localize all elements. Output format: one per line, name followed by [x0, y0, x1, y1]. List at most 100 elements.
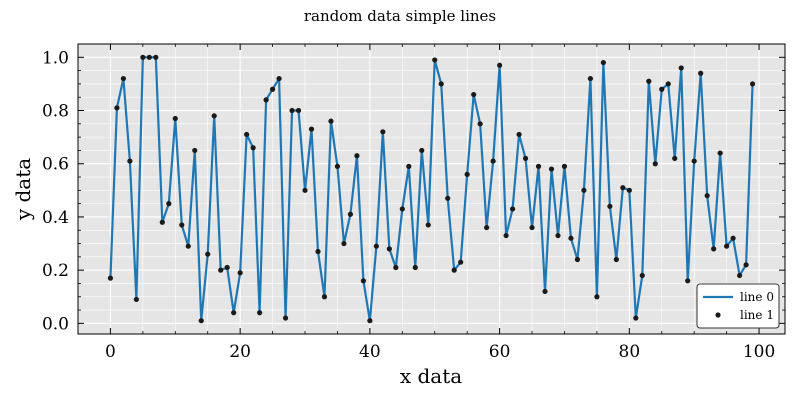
data-point: [542, 288, 548, 295]
data-point: [704, 193, 710, 199]
data-point: [529, 224, 535, 231]
data-point: [464, 171, 470, 177]
data-point: [626, 187, 632, 193]
data-point: [328, 118, 334, 124]
data-point: [652, 161, 658, 167]
data-point: [133, 296, 139, 303]
data-point: [308, 126, 315, 132]
data-point: [633, 315, 639, 321]
data-point: [386, 246, 392, 252]
data-point: [711, 246, 717, 252]
data-point: [574, 256, 581, 263]
data-point: [678, 65, 684, 71]
data-point: [263, 97, 269, 103]
data-point: [451, 267, 457, 273]
data-point: [211, 113, 217, 119]
x-tick-label: 100: [743, 342, 775, 362]
y-tick-label: 0.4: [42, 208, 69, 228]
data-point: [276, 75, 282, 82]
data-point: [587, 75, 594, 82]
data-point: [114, 105, 120, 111]
x-axis-label: x data: [400, 364, 462, 388]
data-point: [172, 115, 178, 122]
data-point: [646, 78, 652, 84]
series-line-0: [109, 56, 754, 322]
y-tick-label: 0.2: [42, 261, 69, 281]
legend-label-line-1: line 1: [740, 308, 774, 322]
x-tick-label: 20: [229, 342, 251, 362]
y-tick-label: 0.6: [42, 155, 69, 175]
data-point: [218, 267, 224, 273]
x-tick-label: 60: [489, 342, 511, 362]
data-point: [257, 310, 263, 316]
data-point: [360, 278, 366, 284]
data-point: [477, 121, 483, 127]
data-point: [607, 203, 613, 209]
data-point: [282, 315, 289, 321]
data-point: [107, 275, 114, 281]
data-point: [347, 211, 354, 217]
data-point: [406, 163, 412, 169]
data-point: [490, 158, 496, 164]
data-point: [691, 158, 697, 164]
data-point: [672, 155, 678, 162]
data-point: [568, 235, 574, 241]
data-point: [198, 318, 204, 324]
legend-label-line-0: line 0: [740, 290, 774, 304]
series-layer: [107, 54, 756, 324]
data-point: [561, 163, 568, 169]
data-point: [736, 272, 743, 279]
data-point: [120, 75, 127, 82]
data-point: [205, 251, 211, 257]
y-axis-label: y data: [11, 158, 35, 221]
data-point: [620, 185, 626, 191]
data-point: [412, 264, 418, 271]
data-point: [613, 256, 619, 263]
data-point: [724, 243, 730, 249]
data-point: [749, 81, 756, 87]
data-point: [166, 201, 172, 207]
data-point: [244, 131, 250, 138]
x-tick-label: 80: [619, 342, 641, 362]
data-point: [425, 222, 431, 228]
chart-title: random data simple lines: [304, 7, 496, 25]
data-point: [179, 222, 185, 228]
data-point: [594, 294, 600, 300]
tick-layer: 0 20 40 60 80 100 0.0 0.2 0.4 0.6 0.8 1.0: [42, 43, 785, 362]
data-point: [548, 166, 555, 172]
data-point: [192, 147, 198, 154]
data-point: [289, 107, 295, 114]
data-point: [555, 232, 561, 239]
data-point: [717, 150, 723, 156]
data-point: [522, 155, 529, 162]
data-point: [698, 70, 704, 76]
data-point: [321, 294, 328, 300]
data-point: [432, 57, 438, 63]
data-point: [153, 54, 159, 60]
y-tick-label: 1.0: [42, 48, 69, 68]
data-point: [458, 259, 464, 265]
data-point: [639, 272, 645, 279]
data-point: [237, 270, 243, 276]
data-point: [665, 81, 671, 87]
data-point: [315, 248, 321, 255]
data-point: [685, 278, 691, 284]
data-point: [127, 158, 133, 164]
data-point: [659, 86, 665, 92]
data-point: [419, 147, 425, 154]
data-point: [334, 163, 341, 169]
data-point: [516, 131, 522, 138]
data-point: [743, 262, 749, 268]
data-point: [471, 91, 477, 98]
data-point: [535, 163, 542, 169]
data-point: [140, 54, 146, 60]
data-point: [302, 187, 308, 193]
data-point: [730, 235, 736, 241]
data-point: [484, 224, 490, 231]
data-point: [250, 145, 256, 151]
data-point: [367, 318, 373, 324]
data-point: [185, 243, 191, 249]
data-point: [224, 264, 230, 271]
y-tick-label: 0.8: [42, 102, 69, 122]
